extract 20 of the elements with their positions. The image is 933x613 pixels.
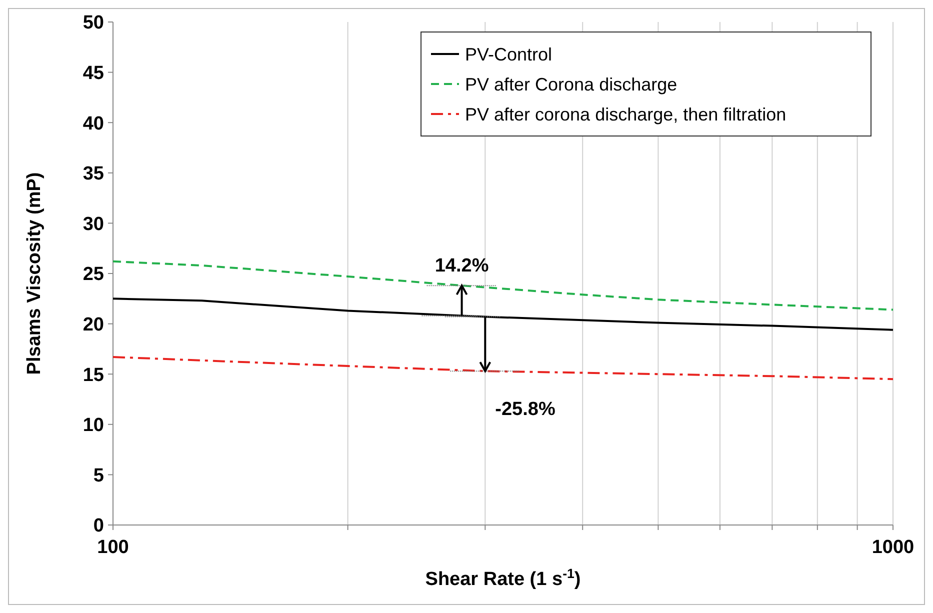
y-tick-label: 35 <box>82 164 104 185</box>
y-tick-label: 45 <box>82 62 104 84</box>
y-tick-label: 30 <box>82 214 104 235</box>
legend-label: PV after corona discharge, then filtration <box>465 104 786 124</box>
y-tick-label: 5 <box>93 465 104 486</box>
y-tick-label: 40 <box>82 113 104 134</box>
y-axis-title: Plsams Viscosity (mP) <box>24 172 45 375</box>
annotation: 14.2% <box>434 256 489 277</box>
legend-label: PV-Control <box>465 44 552 64</box>
x-tick-label: 1000 <box>872 537 914 558</box>
y-tick-label: 0 <box>93 516 104 537</box>
y-tick-label: 10 <box>82 415 104 436</box>
y-tick-label: 25 <box>82 264 104 286</box>
x-axis-title: Shear Rate (1 s$^{-1}$) <box>425 566 581 590</box>
annotation: -25.8% <box>495 399 556 420</box>
y-tick-label: 20 <box>82 314 104 336</box>
y-tick-label: 15 <box>82 364 104 386</box>
legend-label: PV after Corona discharge <box>465 74 678 94</box>
y-tick-label: 50 <box>82 12 104 34</box>
x-tick-label: 100 <box>97 537 129 558</box>
